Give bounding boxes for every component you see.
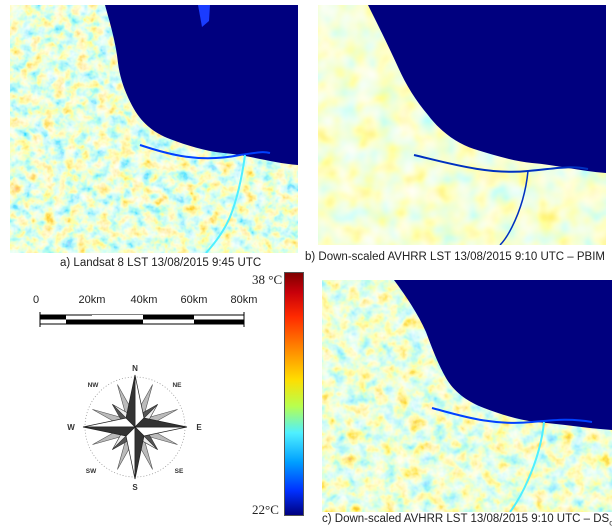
compass-nw: NW <box>88 382 100 389</box>
river <box>205 154 246 253</box>
caption-c: c) Down-scaled AVHRR LST 13/08/2015 9:10… <box>322 513 612 527</box>
scale-bar-graphic <box>39 312 245 327</box>
scale-tick: 40km <box>130 294 158 306</box>
pbim-map-image <box>318 5 606 245</box>
caption-b: b) Down-scaled AVHRR LST 13/08/2015 9:10… <box>305 251 605 263</box>
colorbar-max-label: 38 °C <box>252 272 283 287</box>
sea-area <box>105 5 298 165</box>
compass-rose: N E S W NE SE SW NW <box>60 362 210 492</box>
landsat-lst-map <box>10 5 298 253</box>
scale-tick: 20km <box>78 294 106 306</box>
river <box>499 170 529 245</box>
dsopt-map-image <box>322 280 612 512</box>
compass-se: SE <box>175 468 184 475</box>
compass-w: W <box>67 423 75 432</box>
scale-tick: 80km <box>230 294 258 306</box>
pbim-lst-map <box>318 5 606 245</box>
scale-tick: 60km <box>180 294 208 306</box>
dsopt-lst-map <box>322 280 612 512</box>
compass-ne: NE <box>172 382 182 389</box>
sea-area <box>368 5 606 173</box>
landsat-map-image <box>10 5 298 253</box>
colorbar-min-label: 22°C <box>252 502 279 517</box>
river <box>509 421 545 512</box>
compass-n: N <box>132 364 138 373</box>
caption-c-subscript: opt <box>609 518 612 527</box>
compass-sw: SW <box>86 468 97 475</box>
sea-area <box>394 280 612 430</box>
compass-e: E <box>196 423 202 432</box>
compass-s: S <box>132 483 138 492</box>
caption-c-main: c) Down-scaled AVHRR LST 13/08/2015 9:10… <box>322 513 610 525</box>
scale-bar: 0 20km 40km 60km 80km <box>28 294 260 334</box>
scale-tick: 0 <box>32 294 40 306</box>
compass-rose-graphic: N E S W NE SE SW NW <box>67 364 202 492</box>
temperature-colorbar <box>284 272 304 516</box>
caption-a: a) Landsat 8 LST 13/08/2015 9:45 UTC <box>60 257 262 269</box>
